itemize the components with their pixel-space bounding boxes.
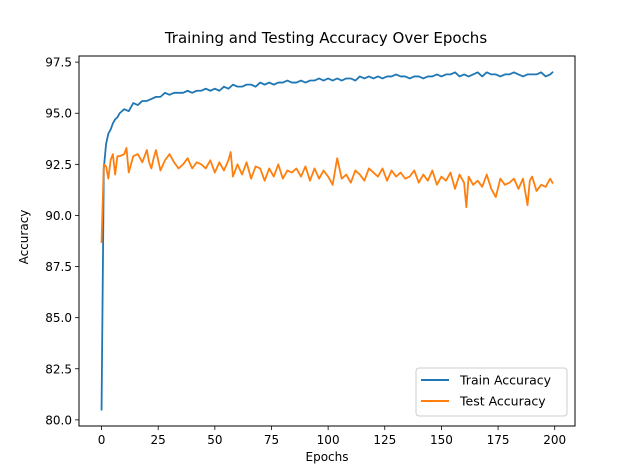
x-tick-label: 125	[373, 433, 396, 447]
y-tick-label: 87.5	[45, 260, 72, 274]
y-tick-label: 97.5	[45, 56, 72, 70]
plot-frame	[78, 55, 576, 427]
legend-label-train: Train Accuracy	[459, 373, 552, 388]
x-tick-label: 150	[430, 433, 453, 447]
y-tick-label: 95.0	[45, 107, 72, 121]
y-tick-label: 85.0	[45, 311, 72, 325]
x-tick-label: 200	[543, 433, 566, 447]
y-tick-label: 82.5	[45, 362, 72, 376]
x-tick-label: 25	[151, 433, 166, 447]
legend-box	[415, 367, 568, 417]
legend: Train Accuracy Test Accuracy	[415, 367, 568, 417]
y-tick-label: 92.5	[45, 158, 72, 172]
x-tick-label: 75	[264, 433, 279, 447]
y-tick-label: 80.0	[45, 413, 72, 427]
x-axis: 0 25 50 75 100 125 150 175 200	[98, 426, 566, 447]
y-axis-title: Accuracy	[17, 210, 31, 265]
y-axis: 80.0 82.5 85.0 87.5 90.0 92.5 95.0 97.5	[45, 56, 79, 427]
chart-title: Training and Testing Accuracy Over Epoch…	[164, 29, 487, 47]
legend-label-test: Test Accuracy	[459, 394, 546, 409]
x-tick-label: 50	[207, 433, 222, 447]
x-tick-label: 100	[317, 433, 340, 447]
x-tick-label: 0	[98, 433, 106, 447]
series-layer	[100, 71, 554, 411]
x-tick-label: 175	[487, 433, 510, 447]
y-tick-label: 90.0	[45, 209, 72, 223]
series-line-train	[100, 71, 554, 411]
x-axis-title: Epochs	[306, 450, 349, 464]
series-line-test	[100, 147, 554, 243]
